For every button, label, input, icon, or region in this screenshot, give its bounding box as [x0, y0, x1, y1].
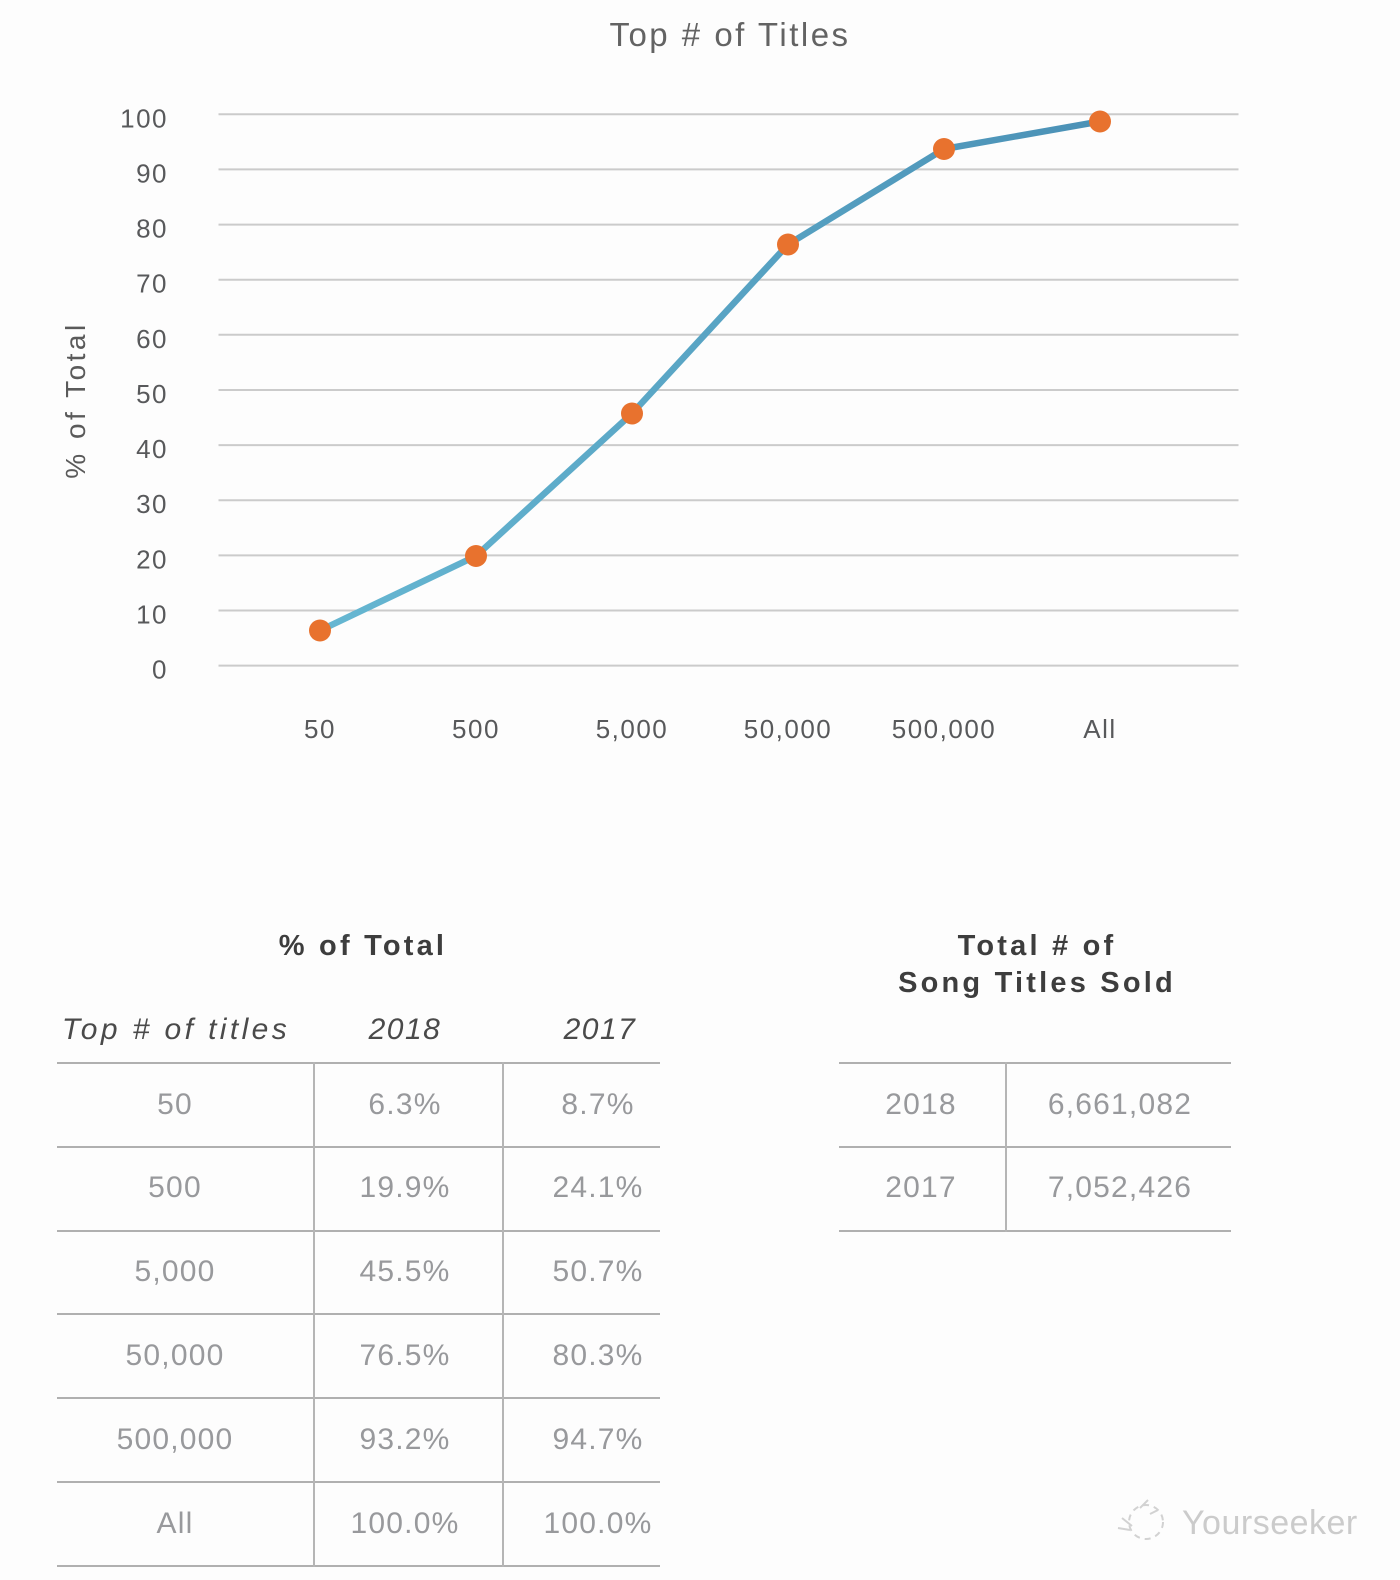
svg-text:% of Total: % of Total [60, 321, 91, 478]
svg-text:100: 100 [120, 103, 168, 133]
svg-text:5,000: 5,000 [596, 714, 669, 744]
svg-text:0: 0 [152, 655, 168, 685]
svg-text:10: 10 [136, 600, 168, 630]
svg-text:Yourseeker: Yourseeker [1182, 1504, 1358, 1542]
svg-text:80: 80 [136, 214, 168, 244]
svg-text:20: 20 [136, 544, 168, 574]
svg-text:40: 40 [136, 434, 168, 464]
svg-text:90: 90 [136, 158, 168, 188]
svg-text:50: 50 [304, 714, 336, 744]
svg-text:60: 60 [136, 324, 168, 354]
svg-text:50,000: 50,000 [744, 714, 833, 744]
svg-text:70: 70 [136, 269, 168, 299]
svg-text:30: 30 [136, 489, 168, 519]
svg-text:All: All [1083, 714, 1116, 744]
svg-text:50: 50 [136, 379, 168, 409]
svg-text:500,000: 500,000 [892, 714, 996, 744]
svg-text:500: 500 [452, 714, 500, 744]
svg-text:Top # of Titles: Top # of Titles [609, 16, 850, 53]
